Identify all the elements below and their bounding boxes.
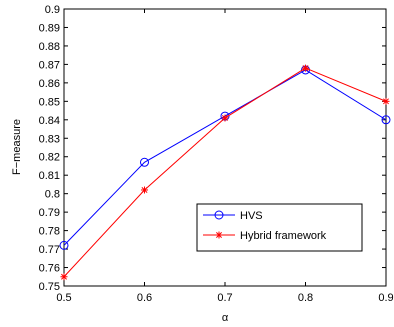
- x-tick-label: 0.8: [298, 292, 313, 304]
- y-tick-label: 0.75: [39, 281, 60, 293]
- data-point-series-0: [140, 157, 149, 167]
- y-tick-label: 0.76: [39, 263, 60, 275]
- y-axis-label: F−measure: [11, 119, 23, 175]
- y-tick-label: 0.9: [45, 4, 60, 16]
- data-point-series-1: [60, 273, 68, 281]
- data-point-series-0: [381, 115, 391, 125]
- data-point-series-1: [382, 97, 390, 105]
- data-point-series-1: [221, 114, 229, 122]
- legend-marker: [214, 210, 224, 220]
- y-tick-label: 0.85: [39, 96, 60, 108]
- data-point-series-1: [302, 64, 309, 72]
- y-tick-label: 0.86: [39, 78, 60, 90]
- x-tick-label: 0.7: [217, 292, 232, 304]
- legend-label: Hybrid framework: [240, 230, 327, 242]
- series-layer: [59, 64, 391, 281]
- y-axis-ticks: 0.75 0.76 0.77 0.78 0.79 0.8 0.81 0.82 0.83 0.84 0…: [39, 4, 386, 293]
- y-tick-label: 0.89: [39, 22, 60, 34]
- legend-label: HVS: [240, 210, 263, 222]
- x-tick-label: 0.5: [56, 292, 71, 304]
- x-tick-label: 0.9: [378, 292, 393, 304]
- y-tick-label: 0.88: [39, 41, 60, 53]
- y-tick-label: 0.79: [39, 207, 60, 219]
- y-tick-label: 0.82: [39, 152, 60, 164]
- x-axis-ticks: 0.5 0.6 0.7 0.8 0.9: [56, 9, 394, 304]
- y-tick-label: 0.8: [45, 189, 60, 201]
- data-point-series-1: [141, 186, 148, 194]
- x-axis-label: α: [222, 312, 229, 324]
- y-tick-label: 0.78: [39, 226, 60, 238]
- y-tick-label: 0.83: [39, 133, 60, 145]
- legend-box: [196, 203, 363, 252]
- legend: HVS Hybrid framework: [196, 203, 363, 252]
- y-tick-label: 0.84: [39, 115, 60, 127]
- x-tick-label: 0.6: [137, 292, 152, 304]
- y-tick-label: 0.77: [39, 244, 60, 256]
- data-point-series-0: [59, 240, 69, 250]
- y-tick-label: 0.81: [39, 170, 60, 182]
- y-tick-label: 0.87: [39, 59, 60, 71]
- legend-marker: [215, 231, 223, 239]
